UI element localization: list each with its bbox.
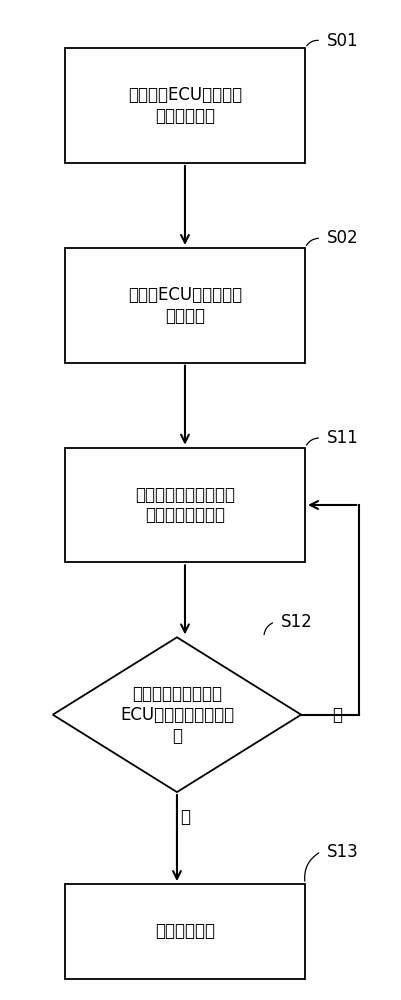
Text: 产生休眠指令: 产生休眠指令: [155, 922, 215, 940]
Text: 接收包含ECU所属局部
域的属性信息: 接收包含ECU所属局部 域的属性信息: [128, 86, 241, 125]
Text: S13: S13: [326, 843, 358, 861]
Text: S02: S02: [326, 229, 358, 247]
Text: S11: S11: [326, 429, 358, 447]
Text: 是: 是: [180, 808, 190, 826]
Bar: [65, 248, 304, 363]
Text: 产生并以广播形式传播
第一网络管理报文: 产生并以广播形式传播 第一网络管理报文: [135, 486, 235, 524]
Text: 判断同一局部域内的
ECU是否都满足休眠条
件: 判断同一局部域内的 ECU是否都满足休眠条 件: [119, 685, 233, 745]
Text: S01: S01: [326, 32, 358, 50]
Text: 接收各ECU的第二网络
管理报文: 接收各ECU的第二网络 管理报文: [128, 286, 241, 325]
Text: 否: 否: [331, 706, 341, 724]
Bar: [65, 884, 304, 979]
Bar: [65, 448, 304, 562]
Polygon shape: [53, 637, 300, 792]
Text: S12: S12: [280, 613, 312, 631]
Bar: [65, 48, 304, 163]
